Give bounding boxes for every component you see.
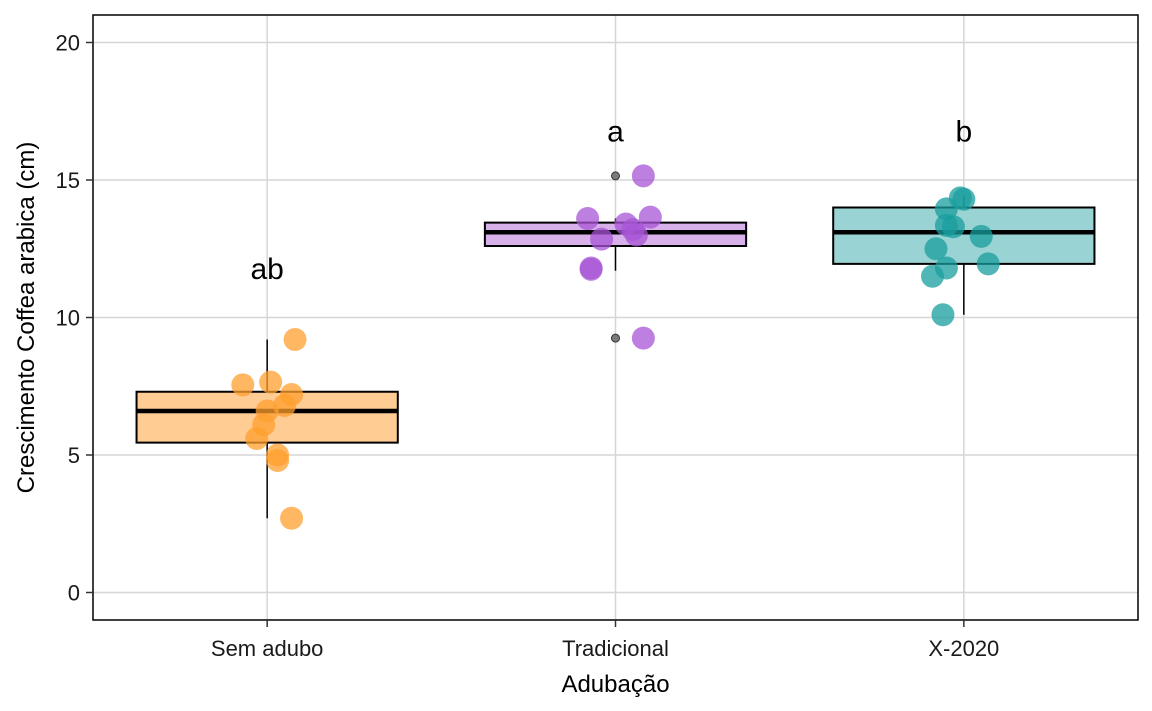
data-point xyxy=(638,205,662,229)
data-point xyxy=(624,223,648,247)
y-tick-label: 5 xyxy=(68,443,80,468)
x-axis-title: Adubação xyxy=(561,671,669,698)
points xyxy=(231,164,1000,530)
x-tick-label: X-2020 xyxy=(928,636,999,661)
data-point xyxy=(590,227,614,251)
data-point xyxy=(976,252,1000,276)
data-point xyxy=(631,326,655,350)
data-point xyxy=(273,394,297,417)
outlier-point xyxy=(611,171,620,181)
data-point xyxy=(920,264,944,288)
data-point xyxy=(280,506,304,530)
group-letter: b xyxy=(955,116,972,149)
box-2 xyxy=(832,206,1096,265)
data-point xyxy=(969,224,993,248)
data-point xyxy=(952,187,976,211)
data-point xyxy=(576,207,600,230)
data-point xyxy=(931,303,955,327)
data-point xyxy=(579,257,603,281)
data-point xyxy=(283,328,307,351)
y-tick-label: 15 xyxy=(56,168,80,193)
data-point xyxy=(934,197,958,221)
y-tick-label: 0 xyxy=(68,581,80,606)
outlier-point xyxy=(611,333,620,343)
x-tick-label: Sem adubo xyxy=(211,636,324,661)
data-point xyxy=(924,237,948,261)
data-point xyxy=(231,373,255,397)
axes: 0 5 10 15 20 Sem adubo Tradicional X-2020 xyxy=(56,31,1000,662)
group-letter: a xyxy=(607,116,624,149)
y-tick-label: 10 xyxy=(56,306,80,331)
data-point xyxy=(266,449,290,472)
y-tick-label: 20 xyxy=(56,31,80,56)
group-letter: ab xyxy=(250,253,283,286)
data-point xyxy=(259,370,283,394)
data-point xyxy=(245,427,269,450)
data-point xyxy=(631,164,655,188)
x-tick-label: Tradicional xyxy=(562,636,669,661)
data-point xyxy=(941,215,965,239)
group-letters: aba b xyxy=(250,116,972,287)
y-axis-title: Crescimento Coffea arabica (cm) xyxy=(13,142,40,494)
